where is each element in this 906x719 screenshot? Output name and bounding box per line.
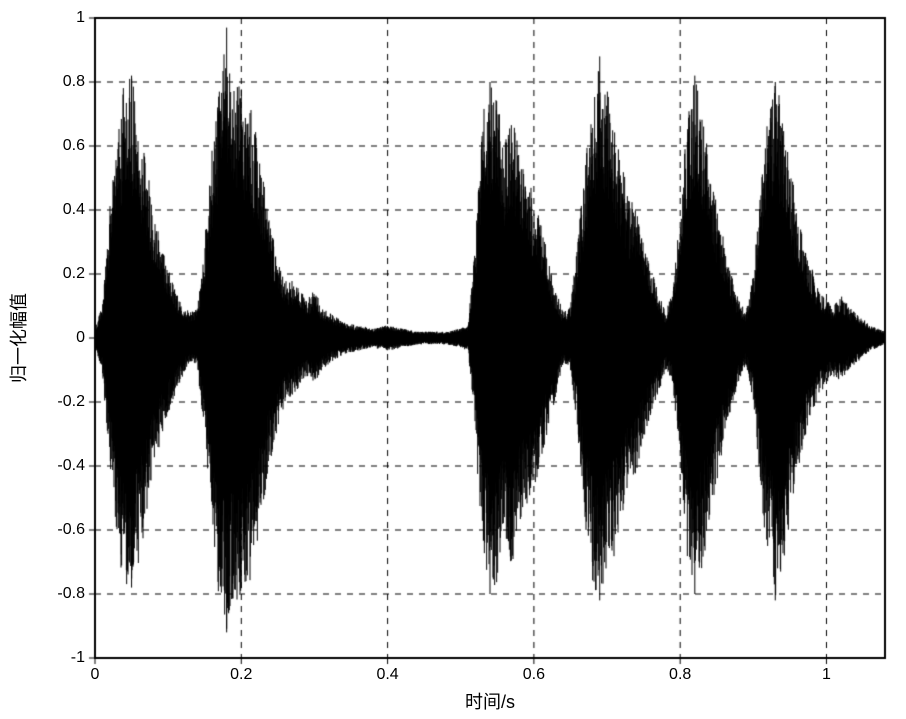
x-tick-label: 1 — [822, 666, 831, 684]
x-axis-label: 时间/s — [465, 688, 515, 714]
y-tick-label: -0.6 — [57, 521, 85, 539]
y-tick-label: 0.8 — [63, 73, 85, 91]
y-axis-label: 归一化幅值 — [5, 293, 31, 383]
plot-canvas — [0, 0, 906, 719]
y-tick-label: 0.4 — [63, 201, 85, 219]
x-tick-label: 0.6 — [523, 666, 545, 684]
y-tick-label: -1 — [71, 649, 85, 667]
y-tick-label: -0.4 — [57, 457, 85, 475]
y-tick-label: -0.8 — [57, 585, 85, 603]
x-tick-label: 0.2 — [230, 666, 252, 684]
x-tick-label: 0.4 — [376, 666, 398, 684]
y-tick-label: -0.2 — [57, 393, 85, 411]
x-tick-label: 0 — [91, 666, 100, 684]
x-tick-label: 0.8 — [669, 666, 691, 684]
y-tick-label: 0.6 — [63, 137, 85, 155]
y-tick-label: 0.2 — [63, 265, 85, 283]
y-tick-label: 1 — [76, 9, 85, 27]
y-tick-label: 0 — [76, 329, 85, 347]
waveform-chart: 时间/s 归一化幅值 0 0.2 0.4 0.6 0.8 1 -1 -0.8 -0.6 -0.4 -… — [0, 0, 906, 719]
